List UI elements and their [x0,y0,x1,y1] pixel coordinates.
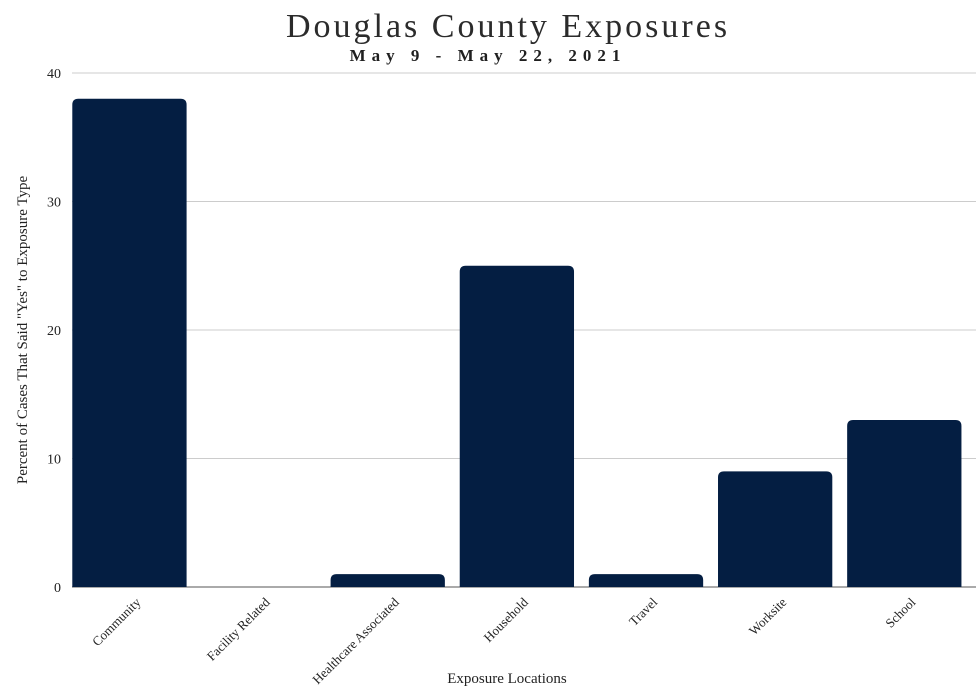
chart-subtitle: May 9 - May 22, 2021 [350,46,627,65]
x-tick-label: Travel [626,594,661,629]
x-tick-label: Worksite [746,594,790,638]
chart-title: Douglas County Exposures [286,8,730,45]
y-tick-label: 0 [54,581,61,596]
bar-community [72,98,187,587]
x-axis-title: Exposure Locations [447,671,567,686]
bars [72,98,962,587]
x-tick-label: Community [89,594,144,649]
y-tick-label: 10 [47,453,61,468]
y-axis-title: Percent of Cases That Said "Yes" to Expo… [15,176,31,485]
bar-school [847,419,962,587]
x-tick-label: Facility Related [204,594,273,663]
y-axis-ticks: 0 10 20 30 40 [47,67,61,596]
x-tick-label: Healthcare Associated [309,594,402,686]
x-tick-label: Household [481,594,532,645]
x-tick-label: School [882,594,918,630]
bar-household [459,265,575,587]
y-tick-label: 20 [47,324,61,339]
bar-worksite [718,471,833,587]
bar-travel [588,574,704,587]
y-tick-label: 40 [47,67,61,82]
bar-healthcare-associated [330,574,445,587]
y-tick-label: 30 [47,196,61,211]
